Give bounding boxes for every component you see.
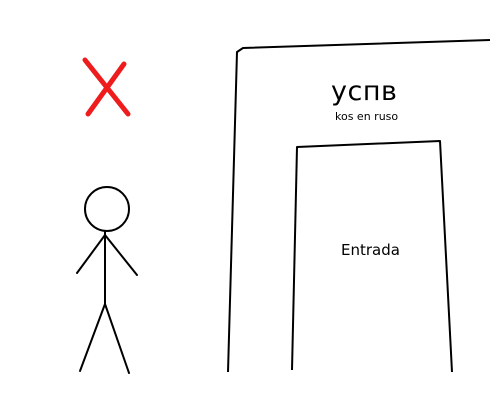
stick-figure-left-leg [79, 303, 106, 372]
red-x-stroke-2 [85, 61, 127, 117]
door-frame [291, 140, 453, 373]
stick-figure-left-arm [76, 234, 106, 274]
building-sign-subtitle: kos en ruso [335, 110, 399, 123]
building-sign-title: уcпв [331, 76, 398, 107]
stick-figure-right-leg [104, 303, 130, 374]
door-label: Entrada [341, 241, 400, 259]
building-outline [227, 39, 491, 373]
red-x-icon [82, 57, 131, 117]
stick-figure-head [84, 186, 130, 232]
stick-figure [76, 186, 138, 374]
stick-figure-right-arm [104, 234, 138, 276]
